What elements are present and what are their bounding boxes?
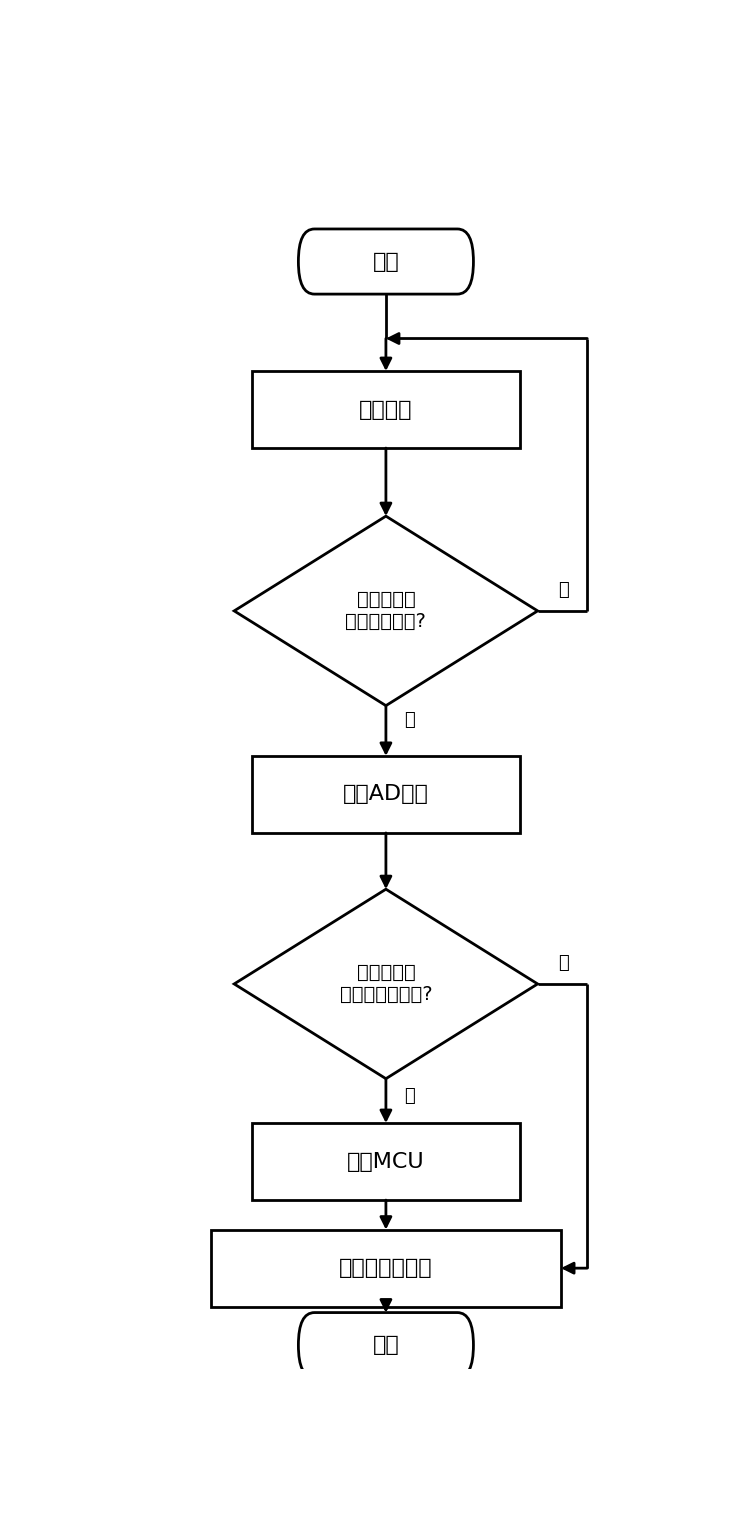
Bar [252, 1123, 520, 1200]
Text: 是: 是 [404, 711, 415, 729]
Text: 进行AD采集: 进行AD采集 [343, 784, 429, 804]
Text: 传感器输出
是否发生变化?: 传感器输出 是否发生变化? [346, 591, 426, 632]
Bar [252, 757, 520, 834]
Bar [252, 371, 520, 448]
Text: 否: 否 [559, 954, 569, 972]
Bar [211, 1230, 561, 1307]
Text: 唤醒MCU: 唤醒MCU [347, 1152, 425, 1172]
Text: 否: 否 [559, 580, 569, 598]
Text: 开始: 开始 [373, 252, 399, 272]
Text: 进行下一步控制: 进行下一步控制 [339, 1258, 433, 1278]
Text: 结束: 结束 [373, 1335, 399, 1355]
Text: 是: 是 [404, 1087, 415, 1106]
Text: 休眠状态: 休眠状态 [359, 400, 413, 420]
Text: 采集值是否
大于设定的阈值?: 采集值是否 大于设定的阈值? [340, 963, 432, 1004]
